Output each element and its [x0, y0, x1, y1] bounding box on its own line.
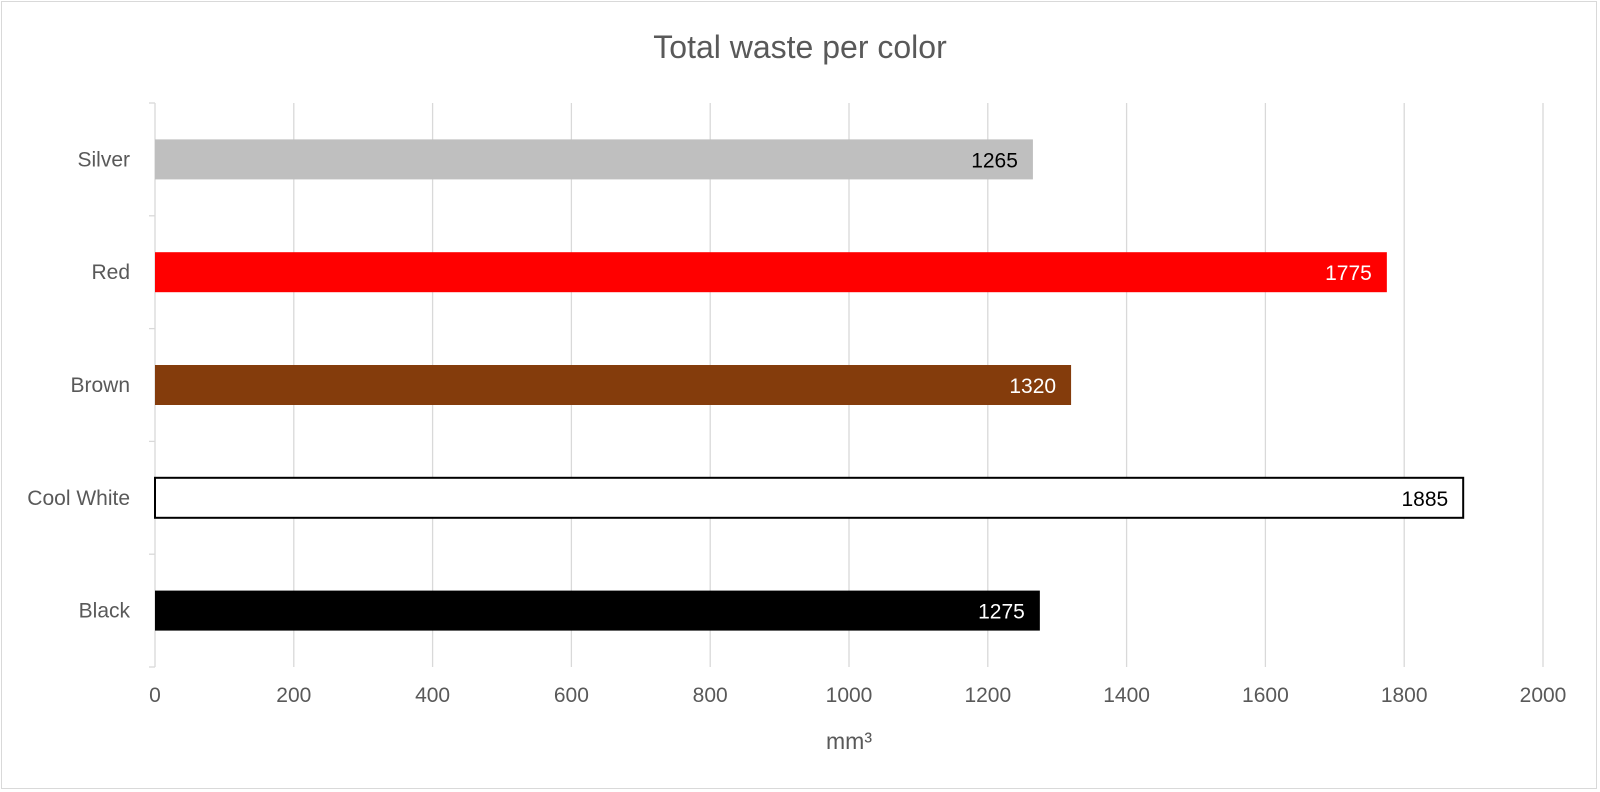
gridlines — [293, 103, 1544, 667]
bar-brown — [155, 365, 1072, 405]
category-label-brown: Brown — [70, 374, 130, 397]
x-tick-label-1000: 1000 — [826, 684, 873, 707]
tick-labels: 0 200 400 600 800 1000 1200 1400 1600 1800 2000 — [149, 684, 1566, 707]
data-label-red: 1775 — [1325, 262, 1372, 285]
data-label-black: 1275 — [978, 601, 1025, 624]
x-tick-label-2000: 2000 — [1520, 684, 1567, 707]
data-label-brown: 1320 — [1009, 375, 1056, 398]
x-tick-label-1600: 1600 — [1242, 684, 1289, 707]
axes — [149, 102, 156, 668]
x-tick-label-1400: 1400 — [1103, 684, 1150, 707]
data-label-cool-white: 1885 — [1401, 488, 1448, 511]
data-label-silver: 1265 — [971, 149, 1018, 172]
bars — [154, 139, 1465, 631]
bar-black — [155, 590, 1040, 631]
bar-red — [155, 252, 1387, 293]
x-tick-label-1200: 1200 — [964, 684, 1011, 707]
category-label-silver: Silver — [77, 148, 130, 171]
x-tick-label-800: 800 — [693, 684, 728, 707]
x-tick-label-600: 600 — [554, 684, 589, 707]
category-label-cool-white: Cool White — [27, 487, 130, 510]
x-axis-title: mm³ — [826, 728, 872, 754]
category-label-black: Black — [79, 600, 131, 623]
bar-silver — [155, 139, 1033, 180]
x-tick-label-400: 400 — [415, 684, 450, 707]
x-tick-label-0: 0 — [149, 684, 161, 707]
chart-title: Total waste per color — [653, 29, 947, 65]
category-label-red: Red — [91, 261, 130, 284]
bar-cool-white — [154, 476, 1465, 519]
x-tick-label-1800: 1800 — [1381, 684, 1428, 707]
data-labels: 1265 1775 1320 1885 1275 — [971, 149, 1448, 623]
x-tick-label-200: 200 — [276, 684, 311, 707]
category-labels: Silver Red Brown Cool White Black — [27, 148, 130, 622]
